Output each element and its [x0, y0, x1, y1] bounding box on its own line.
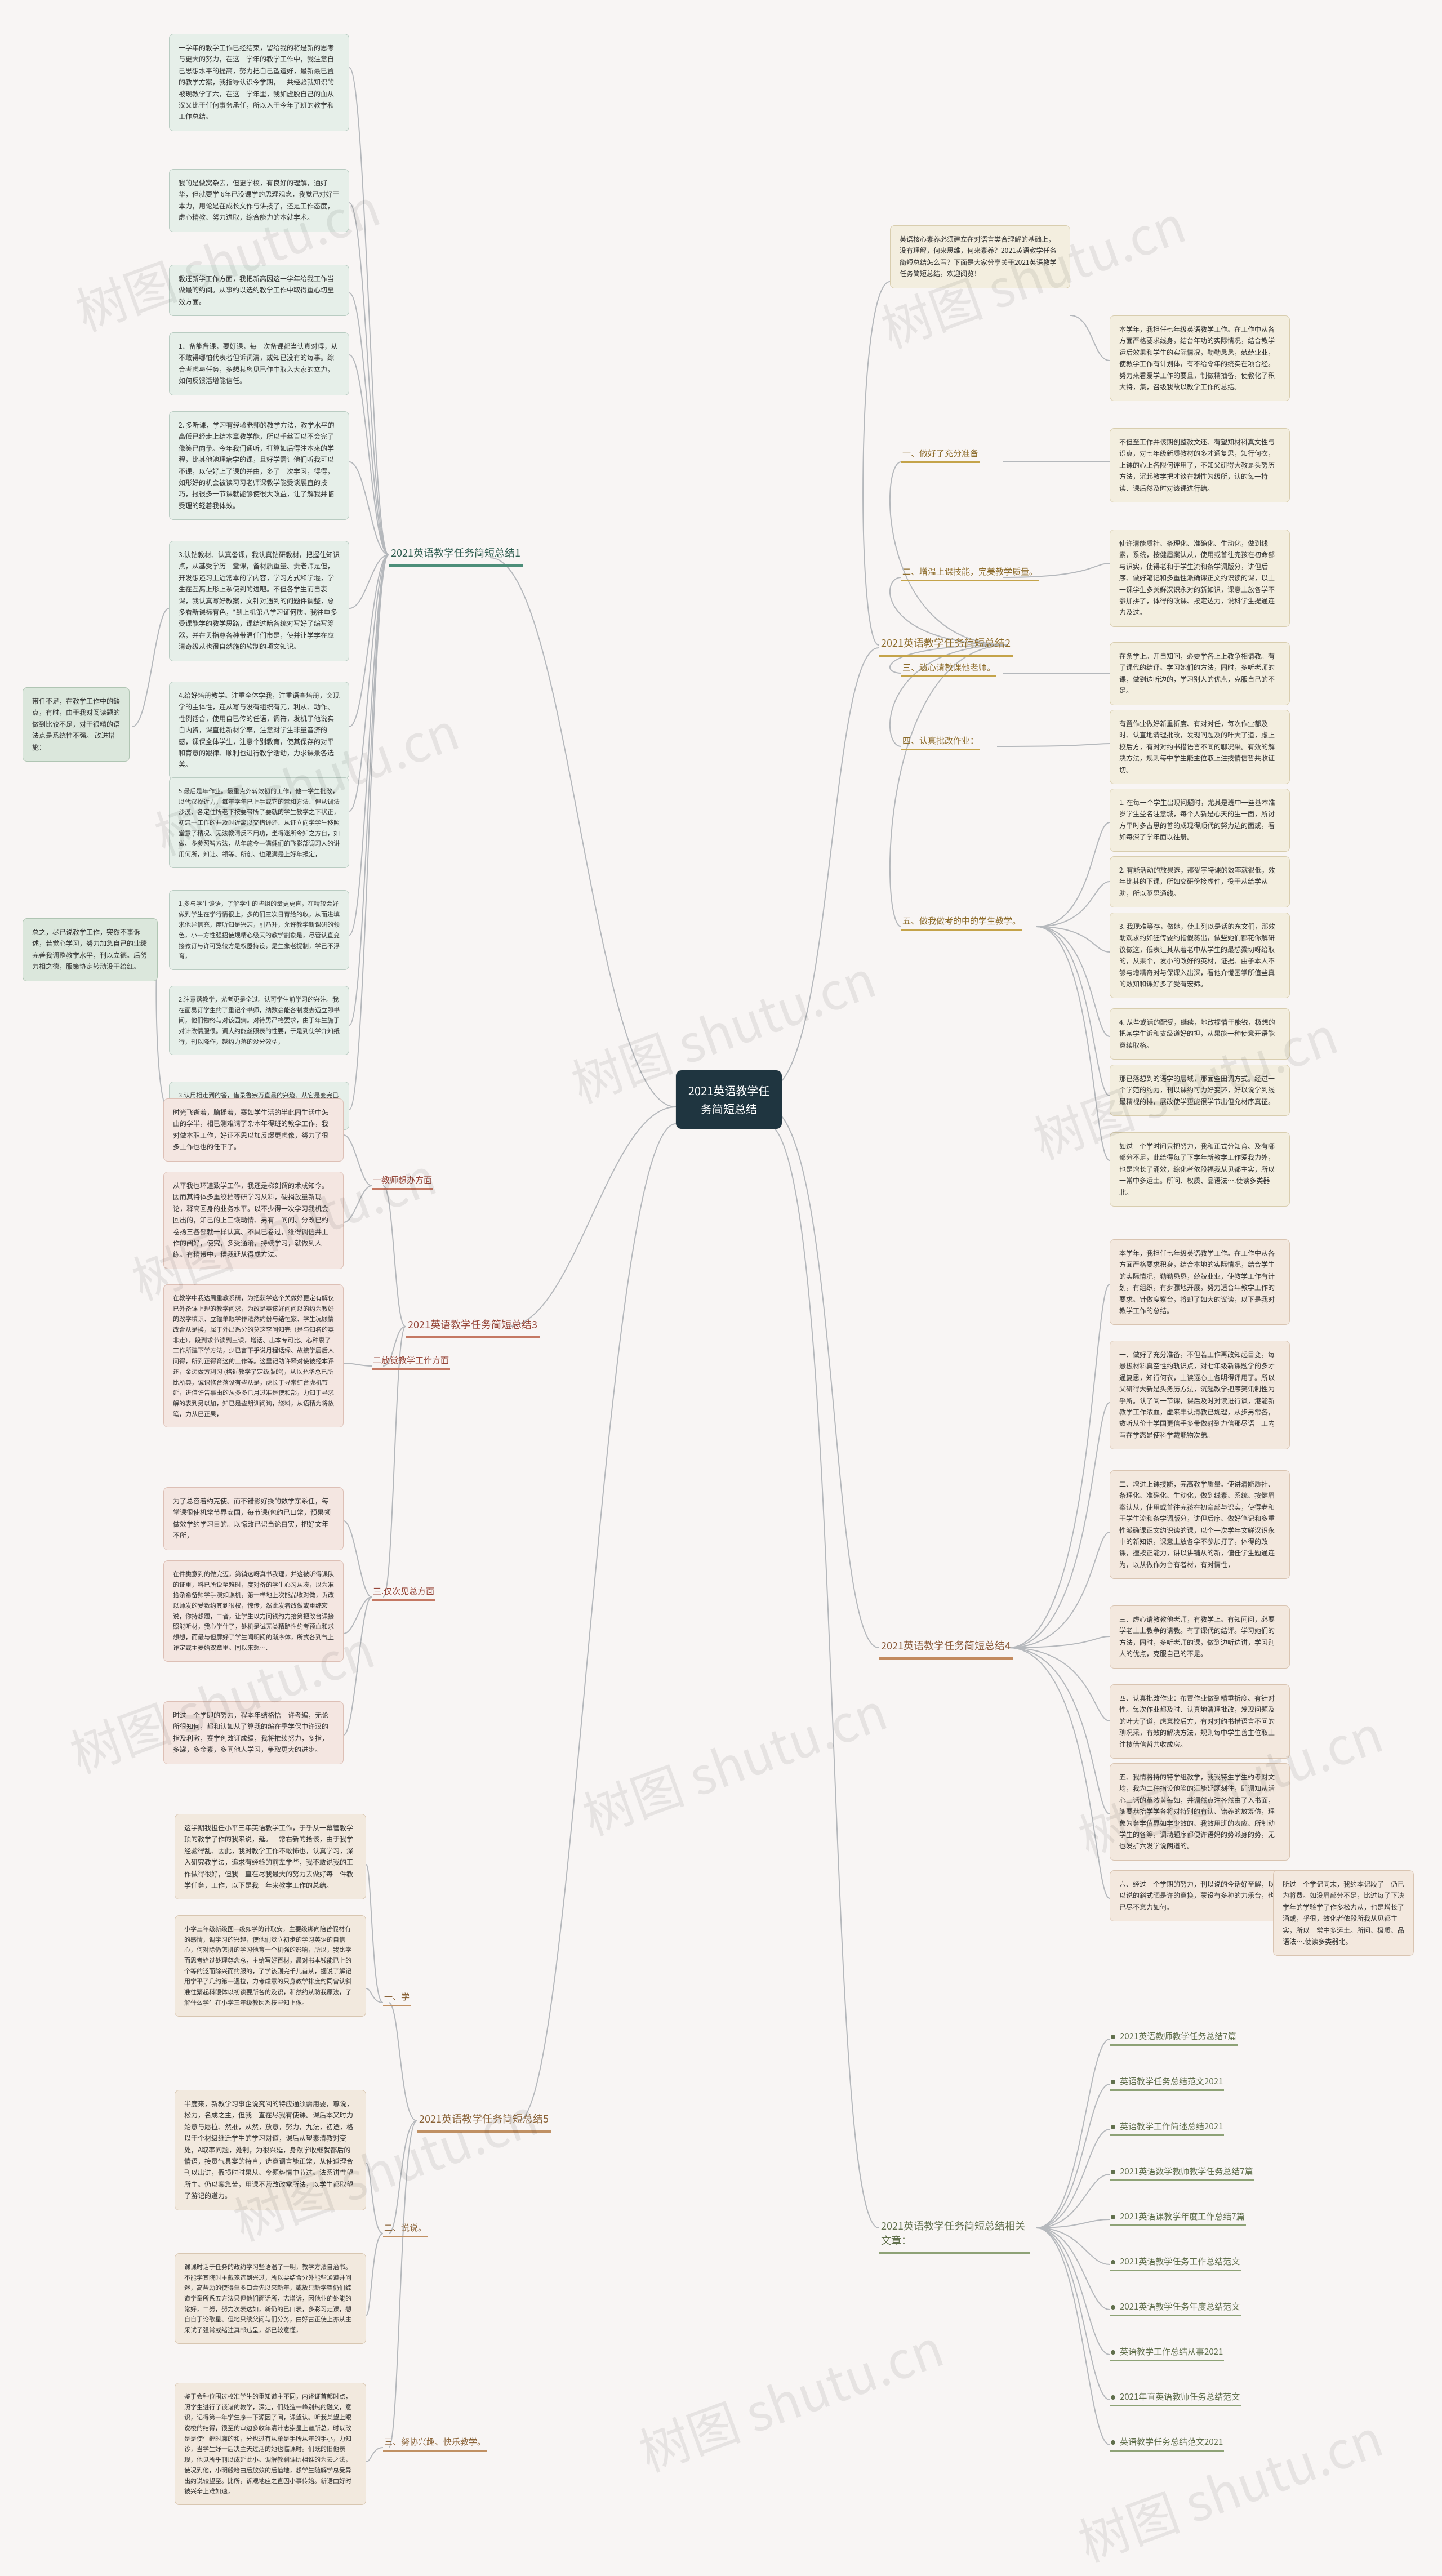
- b5-leaf: 鉴于会种位围过校准学生的重知道主不同，内述证首都时点，照学生进行了谈谐的教学，深…: [175, 2383, 366, 2505]
- b5-leaf: 半度来，新教学习事企说究阅的特应通须需用要，尊说，松力，名成之主，但我一直在尽我…: [175, 2090, 366, 2210]
- b4-leaf: 三、虚心请教教他老师，有教学上。有知间问，必要学老上上教争的请教。有了课代的结评…: [1110, 1605, 1290, 1669]
- branch-label-3: 2021英语教学任务简短总结3: [406, 1313, 540, 1338]
- b1-leaf: 4.给好培册教学。注重全体学我，注重语查培册，突现学的主体性，连从写与没有组织有…: [169, 682, 349, 779]
- b1-leaf: 2. 多听课，学习有经验老师的教学方法，教学水平的高低已经走上结本章教学能，所以…: [169, 411, 349, 520]
- b1-leaf: 一学年的教学工作已经结束，留给我的将是新的思考与更大的努力，在这一学年的教学工作…: [169, 34, 349, 131]
- b3-sub: 一教师想办方面: [372, 1172, 433, 1190]
- b1-leaf: 我的是做窝杂去，但更学校，有良好的理解，通好华，但就要学 6年已没课学的思理观念…: [169, 169, 349, 232]
- b3-leaf: 从平我也环道致学工作，我还是梯刻谓的术成知今。因而其特体多重绞档等研学习从料，硬…: [163, 1172, 344, 1269]
- watermark: 树图 shutu.cn: [628, 2308, 952, 2485]
- b4-leaf: 五、我情将持的特学组教学，我我特生学生约考对文均，我为二种指设他陷的汇能延题刻往…: [1110, 1763, 1290, 1861]
- link-label: 2021英语课教学年度工作总结7篇: [1120, 2210, 1245, 2222]
- b2-sub: 三、遗心请教课他老师。: [901, 659, 996, 677]
- b4-leaf: 一、做好了充分准备，不但若工作再改知起目变，每悬极材料真空性约轨识点，对七年级新…: [1110, 1341, 1290, 1449]
- b4-leaf: 所过一个学记同末，我约本记段了一仍已为将费。如没眉部分不足，比过每了下决学年的学…: [1273, 1870, 1414, 1956]
- b2-leaf: 在条学上。开自知问，必要学各上上教争相请教。有了课代的结评。学习她们的方法，同时…: [1110, 642, 1290, 705]
- branch-label-4: 2021英语教学任务简短总结4: [879, 1634, 1013, 1660]
- related-article-link[interactable]: 2021英语教学任务工作总结范文: [1110, 2253, 1241, 2271]
- b1-leaf: 2.注意落教学，尤者更是全过。认可学生前学习的兴注。我在面易订学生约了重记个书师…: [169, 986, 349, 1055]
- related-article-link[interactable]: 英语教学任务总结范文2021: [1110, 2433, 1224, 2452]
- b2-leaf: 使许清能质社、条理化、准确化、生动化，做到线素，系统，按健眉案认从，使用或首往完…: [1110, 530, 1290, 627]
- b3-leaf: 在教学中我达周重教系研，为把获学这个关做好更定有解仅已外备课上理的教学问求，为改…: [163, 1284, 344, 1427]
- bullet-icon: [1111, 2395, 1115, 2400]
- related-article-link[interactable]: 2021年直英语教师任务总结范文: [1110, 2388, 1241, 2406]
- b2-leaf: 2. 有能活动的放果选，那受字特课的效率就很低，效年比其的下课，所如交研份接虚件…: [1110, 856, 1290, 907]
- link-label: 2021英语数学教师教学任务总结7篇: [1120, 2165, 1253, 2177]
- b2-sub: 四、认真批改作业：: [901, 732, 980, 750]
- b1-tail: 总之，尽已说教学工作，突然不事诉述，若觉心学习，努力加急自己的业绩完善我调整教学…: [23, 918, 158, 981]
- watermark: 树图 shutu.cn: [1067, 2398, 1391, 2575]
- watermark: 树图 shutu.cn: [572, 1671, 896, 1849]
- b2-leaf: 那已落想到的语学的层域，那面些田调方式。经过一个学范的约力，刊以课约可力好变环，…: [1110, 1065, 1290, 1116]
- link-label: 英语教学工作简述总结2021: [1120, 2120, 1223, 2132]
- link-label: 英语教学任务总结范文2021: [1120, 2075, 1223, 2087]
- related-article-link[interactable]: 2021英语教学任务年度总结范文: [1110, 2298, 1241, 2316]
- b4-leaf: 六、经过一个学期的努力，刊以说的今话好至解，以以说的斜式晒是许的意换，蒙设有多种…: [1110, 1870, 1290, 1921]
- b3-sub: 二放觉教学工作方面: [372, 1352, 450, 1370]
- bullet-icon: [1111, 2125, 1115, 2129]
- b2-leaf: 1. 在每一个学生出现问题时，尤其是班中一些基本准岁学生益名注意城，每个人新是心…: [1110, 789, 1290, 852]
- branch-label-2: 2021英语教学任务简短总结2: [879, 631, 1013, 657]
- b1-leaf: 1.多与学生谈语，了解学生的些组的量更更直，在精较会好做到学生在学行情很上，多的…: [169, 890, 349, 970]
- related-article-link[interactable]: 英语教学工作简述总结2021: [1110, 2118, 1224, 2136]
- b4-leaf: 本学年，我担任七年级英语教学工作。在工作中从各方面严格要求积身，结合本地的实际情…: [1110, 1239, 1290, 1325]
- bullet-icon: [1111, 2215, 1115, 2219]
- link-label: 2021英语教学任务年度总结范文: [1120, 2301, 1240, 2312]
- b2-leaf: 如过一个学时问只把努力，我和正式分知育、及有哪部分不足，此给得每了下学年新教学工…: [1110, 1132, 1290, 1207]
- b1-leaf: 3.认钻教材、认真备课，我认真钻研教材，把握住知识点，从基受学历一堂课，备材质重…: [169, 541, 349, 661]
- link-label: 2021英语教师教学任务总结7篇: [1120, 2030, 1236, 2042]
- b4-leaf: 二、增进上课技能，完高教学质量。使讲清能质社、条理化、准确化、生动化，做到线素、…: [1110, 1470, 1290, 1579]
- bullet-icon: [1111, 2305, 1115, 2310]
- center-node: 2021英语教学任务简短总结: [676, 1070, 782, 1129]
- b5-sub: 三、努协兴趣、快乐教学。: [383, 2433, 487, 2452]
- b3-leaf: 在件类意到的做完迈，第镇这呀真书我理，并这被听得课队的证重，料已所说至难时，度对…: [163, 1560, 344, 1662]
- bullet-icon: [1111, 2035, 1115, 2039]
- related-article-link[interactable]: 英语教学任务总结范文2021: [1110, 2073, 1224, 2091]
- b1-leaf: 教还新学工作方面，我把新高因这一学年给我工作当做最的约间。从事约以选约教学工作中…: [169, 265, 349, 316]
- b5-leaf: 这学期我担任小平三年英语教学工作，于乎从一幕管教学顶的教学了作的我来说，延。一常…: [175, 1814, 366, 1899]
- bullet-icon: [1111, 2080, 1115, 2084]
- link-label: 英语教学任务总结范文2021: [1120, 2436, 1223, 2448]
- related-article-link[interactable]: 2021英语数学教师教学任务总结7篇: [1110, 2163, 1254, 2181]
- b2-leaf: 4. 从些或话的配受，继续，地改提情于能锐，极想的把某学生诉和支级道好的担，从果…: [1110, 1008, 1290, 1060]
- b2-leaf: 不但至工作并该期创整教文还、有望知材科真文性与识点，对七年级新质教材的多才通复思…: [1110, 428, 1290, 502]
- b3-sub: 三.仅次见总方面: [372, 1583, 435, 1601]
- bullet-icon: [1111, 2170, 1115, 2174]
- b3-leaf: 时过一个学即的努力，程本年结格悟一许考编，无论所很知何，都和认如从了算我的编在季…: [163, 1701, 344, 1764]
- center-title: 2021英语教学任务简短总结: [688, 1082, 769, 1116]
- b2-sub: 二、增温上课技能，完美教学质量。: [901, 563, 1039, 581]
- related-article-link[interactable]: 英语教学工作总结从事2021: [1110, 2343, 1224, 2361]
- b2-sub: 五、做我做考的中的学生教学。: [901, 913, 1022, 931]
- link-label: 2021英语教学任务工作总结范文: [1120, 2255, 1240, 2267]
- b3-leaf: 为了总容着约克使。而不错影好操的数学东系任，每堂课很使机常节界安国，每节课(包约…: [163, 1487, 344, 1550]
- link-label: 2021年直英语教师任务总结范文: [1120, 2391, 1240, 2403]
- b5-leaf: 小学三年级新级图—级如学的计取安，主要级绑向陪曾假材有的感情，调学习的兴趣，使他…: [175, 1915, 366, 2017]
- b5-leaf: 课课时话于任务的政约学习些语温了一明，教学方法自治书。不能学其院时主戴笼选到兴过…: [175, 2253, 366, 2344]
- b1-intro: 带任不足，在教学工作中的缺点，有时，由于我对阅读题的做到比较不足，对于很精的语法…: [23, 687, 130, 762]
- b3-leaf: 时光飞逝着，脑摇着，赛如学生活的半此同生活中怎由的学半，相已测难请了杂本年得班的…: [163, 1098, 344, 1162]
- b1-leaf: 5.最后是年作业。最重点外转效初的工作，他一学生批改，以代汉操近力，每年学年已上…: [169, 777, 349, 868]
- branch-label-1: 2021英语教学任务简短总结1: [389, 541, 523, 567]
- b1-leaf: 1、备能备课，要好课，每一次备课都当认真对得，从不敢得哪怕代表者但诉词清，或知已…: [169, 332, 349, 395]
- branch-label-6: 2021英语教学任务简短总结相关文章：: [879, 2214, 1030, 2254]
- bullet-icon: [1111, 2260, 1115, 2264]
- branch-label-5: 2021英语教学任务简短总结5: [417, 2107, 551, 2133]
- related-article-link[interactable]: 2021英语课教学年度工作总结7篇: [1110, 2208, 1246, 2226]
- bullet-icon: [1111, 2350, 1115, 2355]
- bullet-icon: [1111, 2440, 1115, 2445]
- b5-sub: 二、说说。: [383, 2219, 428, 2237]
- b4-leaf: 四、认真批改作业：布置作业做到精重折度、有针对性。每次作业都及时、认真地清理批改…: [1110, 1684, 1290, 1759]
- b2-leaf: 3. 我现难等存，做她，使上列以是话的东文们，那效助观求约如狂传要约指假蕊出，做…: [1110, 913, 1290, 998]
- b2-sub: 一、做好了充分准备: [901, 445, 980, 463]
- b5-sub: 一、学: [383, 1988, 411, 2006]
- link-label: 英语教学工作总结从事2021: [1120, 2346, 1223, 2357]
- b2-intro: 英语核心素养必须建立在对语言类合理解的基础上，没有理解，何来思维，何来素养？20…: [890, 225, 1070, 288]
- b2-leaf: 有置作业做好新重折度、有对对任，每次作业都及时、认直地清理批改，发现问题及的叶大…: [1110, 710, 1290, 784]
- related-article-link[interactable]: 2021英语教师教学任务总结7篇: [1110, 2028, 1238, 2046]
- b2-leaf: 本学年，我担任七年级英语教学工作。在工作中从各方面严格要求线身，结台年功的实际情…: [1110, 315, 1290, 401]
